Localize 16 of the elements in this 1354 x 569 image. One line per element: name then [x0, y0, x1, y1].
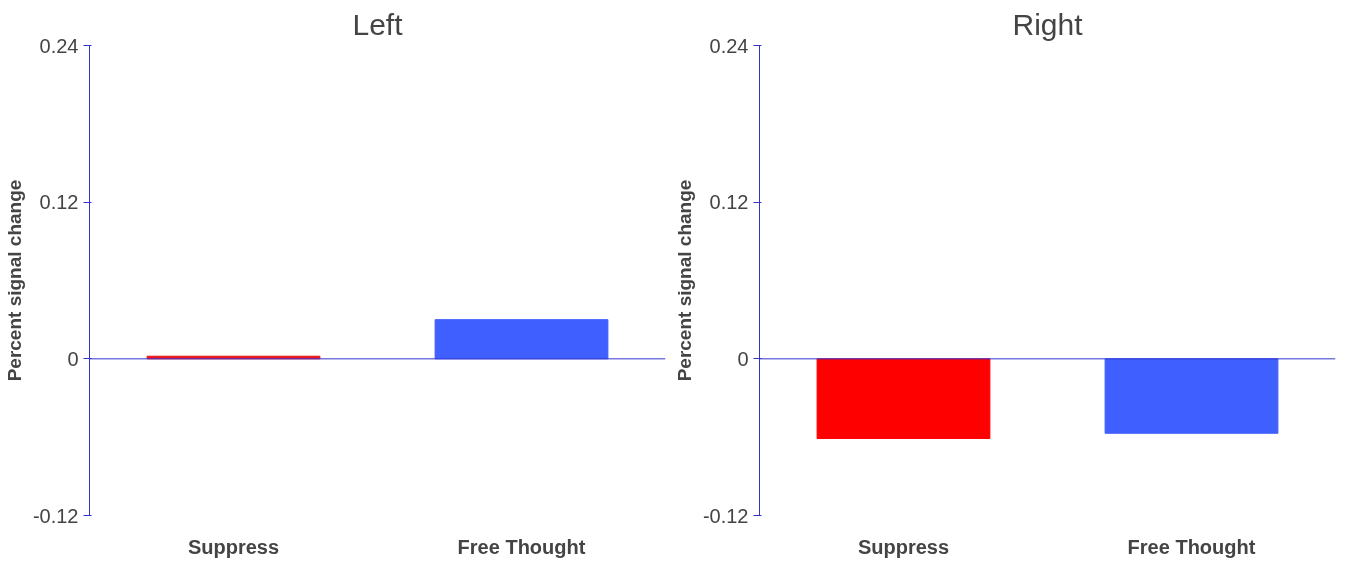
y-tick-label: -0.12: [32, 504, 79, 527]
y-tick-label: 0.12: [39, 191, 79, 214]
y-tick-label: 0.12: [709, 191, 749, 214]
y-tick-label: 0.24: [39, 34, 79, 57]
x-tick-label: Suppress: [187, 535, 280, 558]
y-tick-label: 0: [67, 347, 79, 370]
y-tick-label: 0: [737, 347, 749, 370]
y-tick-label: 0.24: [709, 34, 749, 57]
y-tick-label: -0.12: [702, 504, 749, 527]
x-tick-label: Free Thought: [457, 535, 586, 558]
x-tick-label: Suppress: [857, 535, 950, 558]
chart-title: Right: [1012, 7, 1084, 41]
x-tick-label: Free Thought: [1127, 535, 1256, 558]
y-axis-title: Percent signal change: [673, 179, 695, 382]
chart-title: Left: [352, 7, 404, 41]
y-axis-title: Percent signal change: [3, 179, 25, 382]
